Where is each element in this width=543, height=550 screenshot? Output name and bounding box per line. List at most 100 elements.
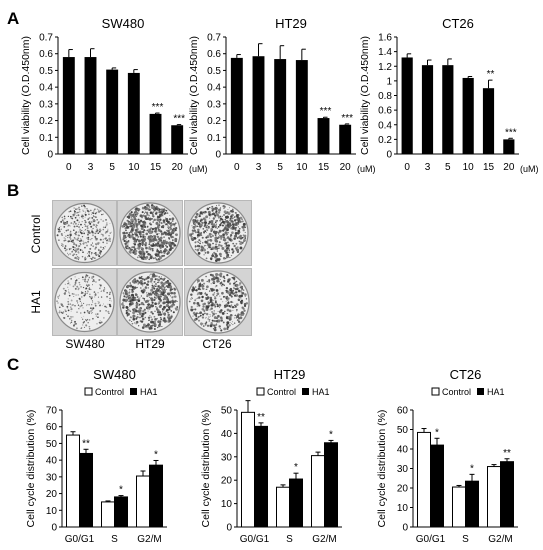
bar-control-s — [101, 501, 115, 528]
significance-label: *** — [320, 106, 332, 117]
bar-ha1-s — [289, 478, 303, 528]
bar-ha1-g0-g1 — [254, 425, 268, 528]
x-tick-label: G2/M — [137, 534, 161, 545]
y-tick-label: 0 — [47, 150, 53, 161]
significance-label: ** — [257, 412, 265, 423]
x-tick-label: 5 — [109, 162, 115, 173]
y-tick-label: 0.3 — [39, 99, 53, 110]
significance-label: *** — [505, 127, 517, 138]
y-tick-label: 0.2 — [378, 135, 392, 146]
significance-label: * — [294, 462, 298, 473]
bar-control-s — [276, 486, 290, 528]
bar-ha1-g0-g1 — [79, 452, 93, 528]
y-tick-label: 1.2 — [378, 62, 392, 73]
chart-title: SW480 — [93, 367, 136, 382]
y-tick-label: 0.6 — [378, 106, 392, 117]
bar-0um — [62, 57, 75, 154]
y-axis-label: Cell viability (O.D.450nm) — [359, 36, 371, 155]
bar-15um — [482, 88, 495, 154]
legend-label-control: Control — [267, 387, 296, 397]
x-tick-label: 0 — [234, 162, 240, 173]
y-tick-label: 60 — [397, 406, 409, 417]
cell-cycle-charts: SW480 Cell cycle distribution (%) Control H… — [25, 367, 518, 545]
bar-0um — [401, 57, 413, 154]
x-tick-label: 0 — [404, 162, 410, 173]
colony-col-label-sw480: SW480 — [65, 337, 105, 351]
y-axis-label: Cell cycle distribution (%) — [200, 410, 212, 528]
y-axis-label: Cell viability (O.D.450nm) — [20, 36, 32, 155]
bar-ha1-g2-m — [324, 442, 338, 528]
y-tick-label: 0.6 — [207, 49, 221, 60]
x-tick-label: 5 — [445, 162, 451, 173]
y-tick-label: 10 — [221, 499, 233, 510]
y-tick-label: 1 — [386, 76, 392, 87]
bar-5um — [106, 69, 119, 154]
significance-label: * — [154, 449, 158, 460]
bar-control-g0-g1 — [417, 431, 431, 528]
x-unit-label: (uM) — [189, 164, 208, 174]
chart-title: HT29 — [275, 16, 307, 31]
x-tick-label: 15 — [483, 162, 495, 173]
y-tick-label: 40 — [221, 429, 233, 440]
y-tick-label: 0.7 — [39, 33, 53, 44]
x-tick-label: 3 — [88, 162, 94, 173]
y-tick-label: 50 — [46, 439, 58, 450]
viability-chart-ht29: HT29 Cell viability (O.D.450nm) 0 0.1 0.2 0.3… — [188, 16, 376, 174]
bar-ha1-g2-m — [149, 464, 163, 528]
x-tick-label: S — [286, 534, 293, 545]
colony-row-label-control: Control — [29, 215, 43, 254]
x-tick-label: G0/G1 — [416, 534, 446, 545]
significance-label: *** — [152, 102, 164, 113]
legend-swatch-control — [431, 387, 440, 396]
bar-ha1-s — [465, 480, 479, 528]
colony-col-label-ct26: CT26 — [202, 337, 232, 351]
y-tick-label: 70 — [46, 406, 58, 417]
x-tick-label: G0/G1 — [65, 534, 95, 545]
bar-ha1-g2-m — [500, 461, 514, 528]
y-tick-label: 0 — [226, 523, 232, 534]
y-tick-label: 40 — [46, 456, 58, 467]
bar-20um — [339, 124, 352, 154]
colony-plate-control-sw480 — [52, 200, 117, 266]
y-tick-label: 30 — [46, 472, 58, 483]
panel-letter-a: A — [7, 9, 19, 28]
x-tick-label: 3 — [256, 162, 262, 173]
bar-0um — [230, 57, 243, 155]
bar-5um — [274, 59, 287, 154]
significance-label: * — [119, 485, 123, 496]
y-tick-label: 0.7 — [207, 33, 221, 44]
viability-charts: SW480 Cell viability (O.D.450nm) 0 0.1 0.2 0.… — [20, 16, 539, 174]
x-tick-label: 15 — [318, 162, 330, 173]
y-tick-label: 10 — [397, 503, 409, 514]
cell-cycle-chart-ht29: HT29 Cell cycle distribution (%) Control HA… — [200, 367, 342, 545]
y-tick-label: 20 — [46, 489, 58, 500]
bar-control-g0-g1 — [66, 434, 80, 528]
significance-label: * — [329, 429, 333, 440]
y-tick-label: 50 — [397, 425, 409, 436]
significance-label: *** — [341, 113, 353, 124]
colony-plate-control-ct26 — [184, 200, 252, 266]
colony-plate-ha1-ht29 — [117, 268, 183, 336]
panel-letter-c: C — [7, 355, 19, 374]
y-tick-label: 0.5 — [207, 66, 221, 77]
y-tick-label: 0 — [51, 523, 57, 534]
x-tick-label: 10 — [128, 162, 140, 173]
x-tick-label: G2/M — [488, 534, 512, 545]
colony-col-label-ht29: HT29 — [135, 337, 165, 351]
colony-plate-ha1-ct26 — [184, 268, 252, 336]
colony-row-label-ha1: HA1 — [29, 290, 43, 314]
y-tick-label: 60 — [46, 422, 58, 433]
bar-control-g2-m — [311, 455, 325, 528]
legend-label-ha1: HA1 — [140, 387, 158, 397]
y-axis-label: Cell viability (O.D.450nm) — [188, 36, 200, 155]
legend-swatch-ha1 — [477, 388, 484, 395]
bar-control-s — [452, 486, 466, 528]
significance-label: * — [435, 427, 439, 438]
bar-control-g2-m — [136, 475, 150, 528]
y-tick-label: 0.4 — [207, 83, 221, 94]
y-tick-label: 0.8 — [378, 91, 392, 102]
colony-plate-ha1-sw480 — [52, 268, 117, 336]
y-tick-label: 30 — [397, 464, 409, 475]
y-tick-label: 0.2 — [207, 116, 221, 127]
